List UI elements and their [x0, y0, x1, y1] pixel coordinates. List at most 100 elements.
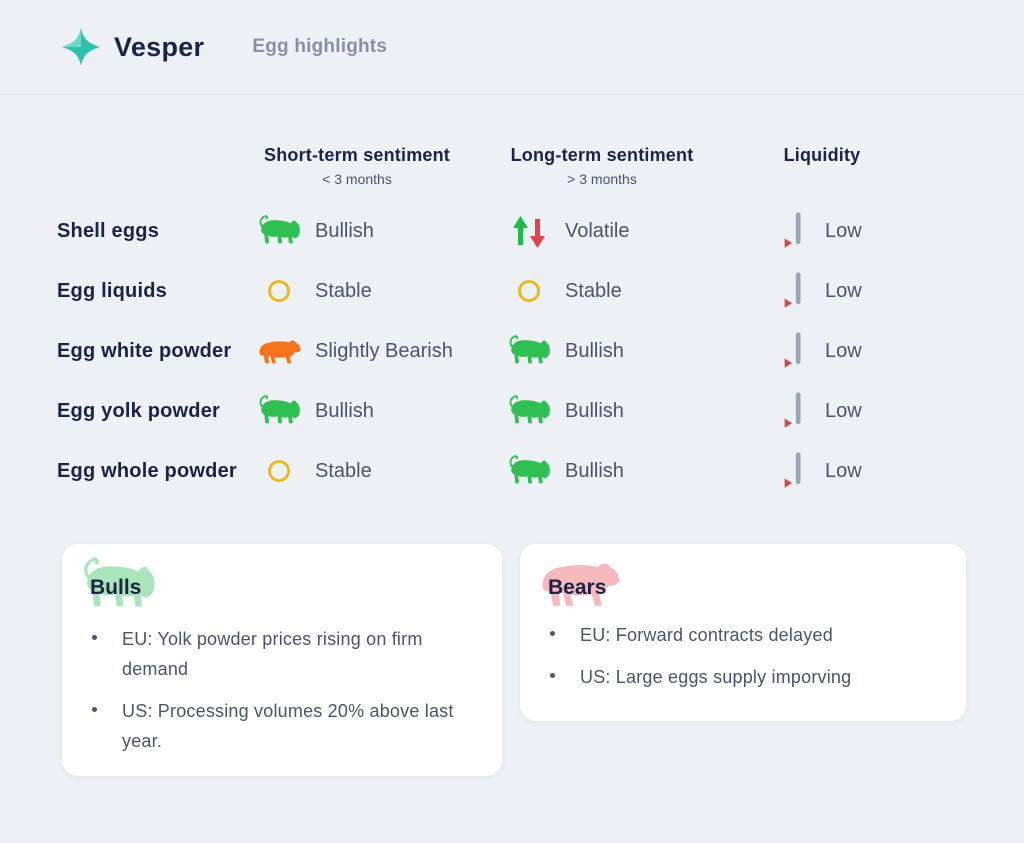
long-term-cell: Volatile: [477, 213, 727, 249]
liquidity-cell: Low: [727, 328, 917, 374]
gauge-low-icon: [784, 392, 801, 428]
bull-icon: [259, 215, 300, 244]
gauge-low-icon: [779, 328, 809, 374]
bulls-card-title: Bulls: [90, 576, 142, 599]
long-term-cell: Bullish: [477, 393, 727, 429]
bullet-icon: [550, 673, 555, 678]
list-item: EU: Forward contracts delayed: [548, 620, 940, 650]
gauge-low-icon: [784, 212, 801, 248]
short-term-cell: Slightly Bearish: [237, 335, 477, 367]
sentiment-label: Stable: [315, 459, 372, 482]
liquidity-label: Low: [825, 219, 862, 242]
bull-icon: [505, 393, 553, 429]
liquidity-cell: Low: [727, 448, 917, 494]
liquidity-label: Low: [825, 399, 862, 422]
sentiment-label: Volatile: [565, 219, 630, 242]
short-term-cell: Stable: [237, 278, 477, 304]
bullet-text: EU: Forward contracts delayed: [580, 625, 833, 645]
gauge-low-icon: [779, 208, 809, 254]
table-row: Shell eggs Bullish Volatile Low: [57, 201, 1024, 261]
short-term-column-header: Short-term sentiment < 3 months: [263, 145, 451, 187]
bull-icon: [255, 213, 303, 249]
liquidity-cell: Low: [727, 268, 917, 314]
sentiment-table: Short-term sentiment < 3 months Long-ter…: [0, 145, 1024, 501]
bullet-text: EU: Yolk powder prices rising on firm de…: [122, 629, 423, 679]
bull-icon: [509, 455, 550, 484]
gauge-low-icon: [779, 448, 809, 494]
bull-icon: [255, 393, 303, 429]
sentiment-label: Bullish: [315, 399, 374, 422]
short-term-cell: Bullish: [237, 393, 477, 429]
sentiment-label: Stable: [315, 279, 372, 302]
top-bar: Vesper Egg highlights: [0, 0, 1024, 95]
brand-name: Vesper: [114, 31, 205, 62]
sentiment-label: Bullish: [565, 399, 624, 422]
long-term-cell: Stable: [477, 278, 727, 304]
bullet-text: US: Processing volumes 20% above last ye…: [122, 701, 454, 751]
gauge-low-icon: [779, 388, 809, 434]
sentiment-label: Bullish: [565, 339, 624, 362]
product-label: Egg white powder: [57, 339, 232, 362]
sentiment-rows: Shell eggs Bullish Volatile Low Egg liqu…: [57, 201, 1024, 501]
product-label: Egg yolk powder: [57, 399, 221, 422]
long-term-cell: Bullish: [477, 333, 727, 369]
list-item: US: Large eggs supply imporving: [548, 662, 940, 692]
bullet-icon: [550, 631, 555, 636]
sentiment-label: Bullish: [565, 459, 624, 482]
bull-icon: [509, 395, 550, 424]
short-term-cell: Stable: [237, 458, 477, 484]
spacer: [57, 145, 237, 187]
bear-icon: [255, 335, 303, 367]
short-term-cell: Bullish: [237, 213, 477, 249]
table-row: Egg yolk powder Bullish Bullish Low: [57, 381, 1024, 441]
page-title: Egg highlights: [252, 36, 388, 57]
bullet-icon: [92, 635, 97, 640]
volatile-icon: [513, 216, 545, 248]
bears-card-title: Bears: [548, 576, 607, 599]
gauge-low-icon: [779, 268, 809, 314]
table-row: Egg whole powder Stable Bullish Low: [57, 441, 1024, 501]
bears-list: EU: Forward contracts delayed US: Large …: [548, 620, 940, 704]
gauge-low-icon: [784, 452, 801, 488]
bull-icon: [505, 453, 553, 489]
gauge-low-icon: [784, 272, 801, 308]
product-label: Egg liquids: [57, 279, 167, 302]
bulls-card: Bulls EU: Yolk powder prices rising on f…: [62, 544, 502, 776]
table-row: Egg white powder Slightly Bearish Bullis…: [57, 321, 1024, 381]
long-term-cell: Bullish: [477, 453, 727, 489]
stable-circle-icon: [255, 458, 303, 484]
stable-circle-icon: [255, 278, 303, 304]
bear-icon: [259, 340, 301, 364]
bulls-list: EU: Yolk powder prices rising on firm de…: [90, 624, 476, 768]
product-label: Shell eggs: [57, 219, 160, 242]
list-item: US: Processing volumes 20% above last ye…: [90, 696, 476, 756]
sentiment-label: Slightly Bearish: [315, 339, 453, 362]
bull-icon: [509, 335, 550, 364]
stable-circle-icon: [268, 280, 290, 302]
sentiment-label: Stable: [565, 279, 622, 302]
sentiment-label: Bullish: [315, 219, 374, 242]
stable-circle-icon: [268, 460, 290, 482]
table-row: Egg liquids Stable Stable Low: [57, 261, 1024, 321]
liquidity-cell: Low: [727, 388, 917, 434]
volatile-icon: [505, 213, 553, 249]
vesper-logo-icon: [60, 26, 102, 68]
liquidity-label: Low: [825, 339, 862, 362]
liquidity-label: Low: [825, 459, 862, 482]
bullet-icon: [92, 707, 97, 712]
highlight-cards: Bulls EU: Yolk powder prices rising on f…: [62, 544, 966, 776]
column-headers: Short-term sentiment < 3 months Long-ter…: [57, 145, 1024, 187]
bears-card: Bears EU: Forward contracts delayed US: …: [520, 544, 966, 721]
long-term-column-header: Long-term sentiment > 3 months: [510, 145, 694, 187]
bull-silhouette-icon: [78, 554, 158, 621]
product-label: Egg whole powder: [57, 459, 237, 482]
bull-icon: [259, 395, 300, 424]
bullet-text: US: Large eggs supply imporving: [580, 667, 852, 687]
liquidity-cell: Low: [727, 208, 917, 254]
liquidity-label: Low: [825, 279, 862, 302]
stable-circle-icon: [505, 278, 553, 304]
stable-circle-icon: [518, 280, 540, 302]
list-item: EU: Yolk powder prices rising on firm de…: [90, 624, 476, 684]
gauge-low-icon: [784, 332, 801, 368]
bear-silhouette-icon: [536, 554, 622, 617]
